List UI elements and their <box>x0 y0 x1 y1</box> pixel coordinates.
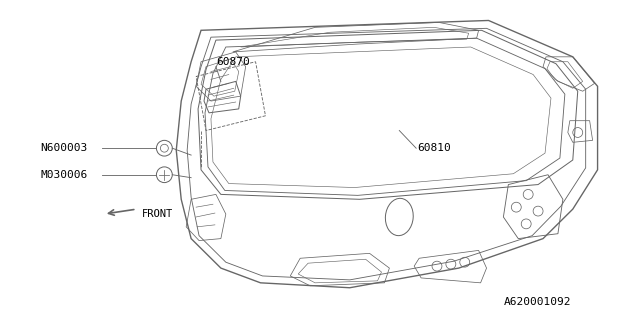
Text: 60870: 60870 <box>216 57 250 67</box>
Text: N600003: N600003 <box>40 143 88 153</box>
Text: M030006: M030006 <box>40 170 88 180</box>
Text: FRONT: FRONT <box>141 209 173 219</box>
Text: A620001092: A620001092 <box>504 298 571 308</box>
Text: 60810: 60810 <box>417 143 451 153</box>
